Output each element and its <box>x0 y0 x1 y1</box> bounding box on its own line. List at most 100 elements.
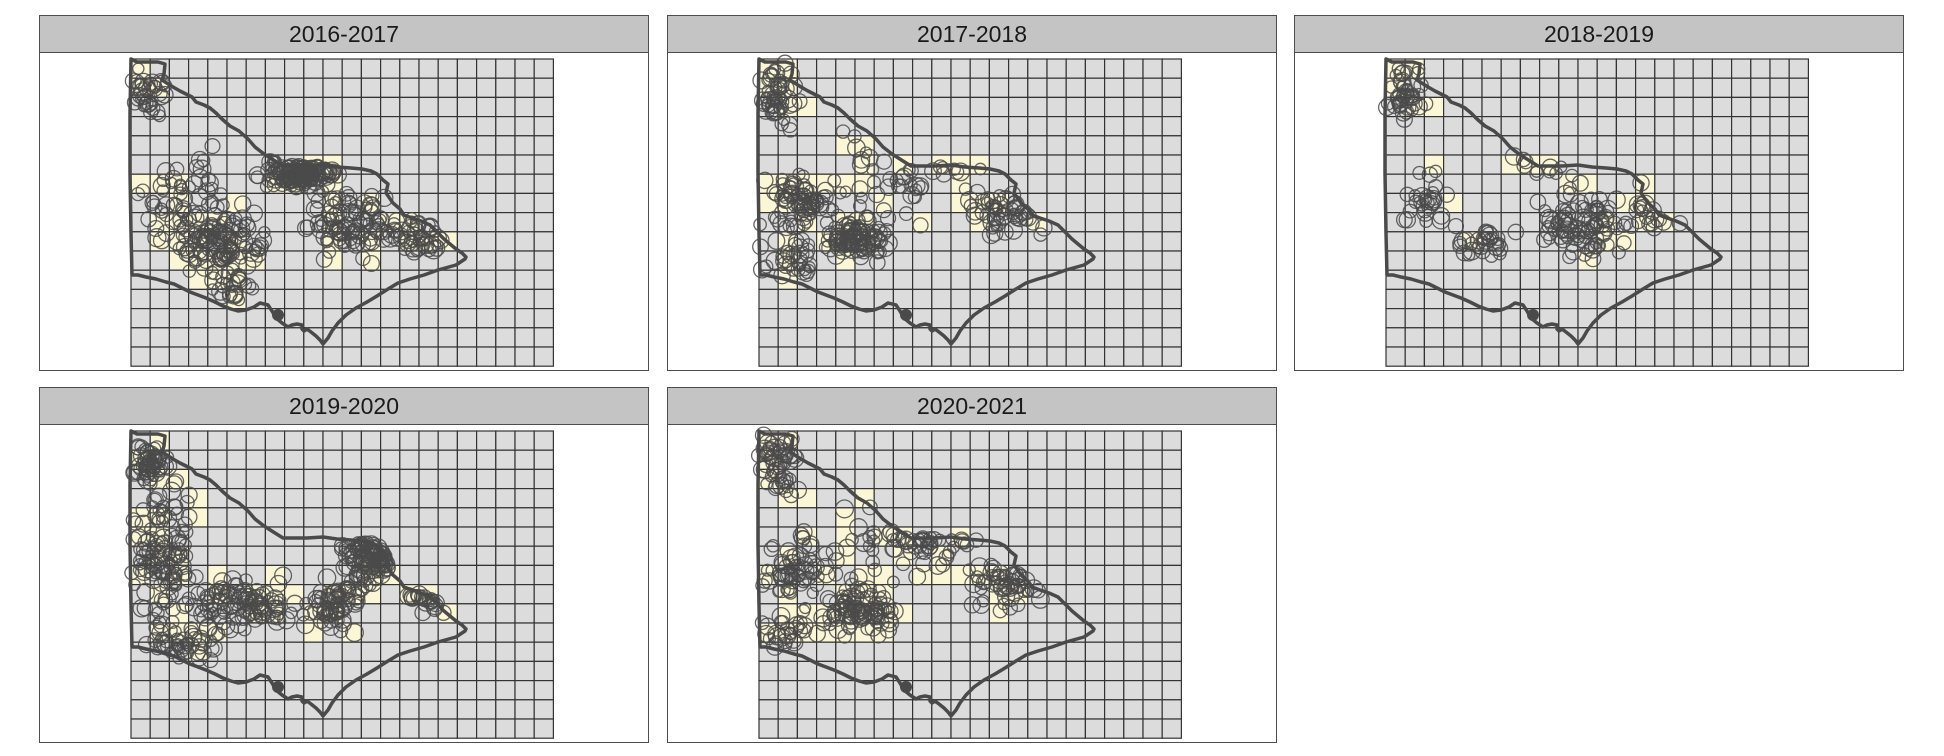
circle-marker-icon <box>158 78 173 93</box>
grid-cell <box>533 545 555 566</box>
grid-cell <box>1500 192 1521 214</box>
circle-marker-icon <box>860 621 875 636</box>
grid-cell <box>514 58 535 79</box>
grid-cell <box>456 660 478 682</box>
grid-cell <box>437 468 459 490</box>
grid-cell <box>380 699 401 720</box>
circle-marker-icon <box>816 557 835 576</box>
grid-cell <box>1404 327 1425 348</box>
circle-marker-icon <box>974 162 987 176</box>
circle-marker-icon <box>1408 189 1422 203</box>
circle-marker-icon <box>162 519 181 537</box>
grid-cell <box>1142 449 1163 471</box>
grid-cell <box>1084 288 1106 310</box>
grid-cell <box>1065 487 1087 509</box>
grid-cell <box>1481 135 1502 156</box>
grid-cell <box>437 346 459 367</box>
grid-cell <box>950 288 971 310</box>
circle-marker-icon <box>925 531 943 549</box>
grid-cell <box>950 584 971 605</box>
grid-cell <box>418 288 439 310</box>
circle-marker-icon <box>312 583 329 600</box>
grid-cell <box>1123 449 1144 471</box>
grid-cell <box>495 718 516 739</box>
grid-cell <box>1788 154 1810 175</box>
grid-cell <box>1654 250 1675 271</box>
grid-cell <box>912 115 933 137</box>
grid-cell <box>1385 327 1406 348</box>
circle-marker-icon <box>765 637 785 656</box>
grid-cell <box>816 308 837 329</box>
grid-cell <box>341 58 363 79</box>
circle-marker-icon <box>1607 215 1623 231</box>
grid-cell <box>988 622 1010 643</box>
grid-cell <box>912 641 933 662</box>
grid-cell <box>1046 250 1067 271</box>
circle-marker-icon <box>757 624 776 643</box>
grid-cell <box>437 308 459 329</box>
grid-cell <box>1027 58 1048 79</box>
circle-marker-icon <box>137 460 154 477</box>
grid-cell <box>1104 699 1125 720</box>
grid-cell <box>476 288 497 310</box>
circle-marker-icon <box>169 579 183 592</box>
grid-cell-highlighted <box>969 154 991 175</box>
grid-cell <box>533 641 555 662</box>
grid-cell <box>835 77 856 99</box>
circle-marker-icon <box>336 234 352 250</box>
grid-cell <box>835 269 856 290</box>
grid-cell <box>1423 135 1445 156</box>
grid-cell <box>1084 699 1106 720</box>
grid-cell <box>1008 327 1029 348</box>
grid-cell <box>988 308 1010 329</box>
circle-marker-icon <box>322 245 337 259</box>
grid-cell <box>1027 430 1048 451</box>
grid-cell <box>796 346 818 367</box>
grid-cell <box>476 641 497 662</box>
circle-marker-icon <box>158 593 174 608</box>
grid-cell <box>264 507 286 528</box>
grid-cell <box>1615 346 1637 367</box>
circle-marker-icon <box>906 538 924 555</box>
circle-marker-icon <box>320 232 334 247</box>
circle-marker-icon <box>1411 62 1426 76</box>
grid-cell <box>1008 718 1029 739</box>
circle-marker-icon <box>245 204 264 223</box>
grid-cell <box>418 468 439 490</box>
grid-cell <box>1008 96 1029 118</box>
grid-cell <box>950 231 971 252</box>
grid-cell <box>533 212 555 233</box>
grid-cell <box>360 58 382 79</box>
grid-cell <box>1142 154 1163 175</box>
grid-cell <box>1462 77 1483 99</box>
grid-cell <box>1596 77 1618 99</box>
circle-marker-icon <box>1412 165 1427 180</box>
circle-marker-icon <box>200 222 216 238</box>
grid-cell <box>988 641 1010 662</box>
grid-cell <box>988 77 1010 99</box>
circle-marker-icon <box>398 233 417 253</box>
circle-marker-icon <box>760 563 774 577</box>
grid-cell <box>1142 507 1163 528</box>
grid-cell <box>1385 115 1406 137</box>
grid-cell <box>835 308 856 329</box>
grid-cell <box>816 346 837 367</box>
circle-marker-icon <box>1428 164 1443 179</box>
grid-cell <box>341 346 363 367</box>
grid-cell <box>1142 699 1163 720</box>
grid-cell <box>360 603 382 624</box>
grid-cell <box>988 680 1010 701</box>
grid-cell <box>476 58 497 79</box>
grid-cell <box>835 430 856 451</box>
circle-marker-icon <box>325 601 345 621</box>
grid-cell <box>1161 430 1183 451</box>
grid-cell <box>495 192 516 214</box>
circle-marker-icon <box>322 161 342 180</box>
grid-cell <box>322 641 343 662</box>
grid-cell <box>399 468 420 490</box>
circle-marker-icon <box>363 234 381 251</box>
grid-cell <box>1008 468 1029 490</box>
circle-marker-icon <box>221 285 239 302</box>
grid-cell <box>1673 231 1694 252</box>
grid-cell <box>931 641 952 662</box>
